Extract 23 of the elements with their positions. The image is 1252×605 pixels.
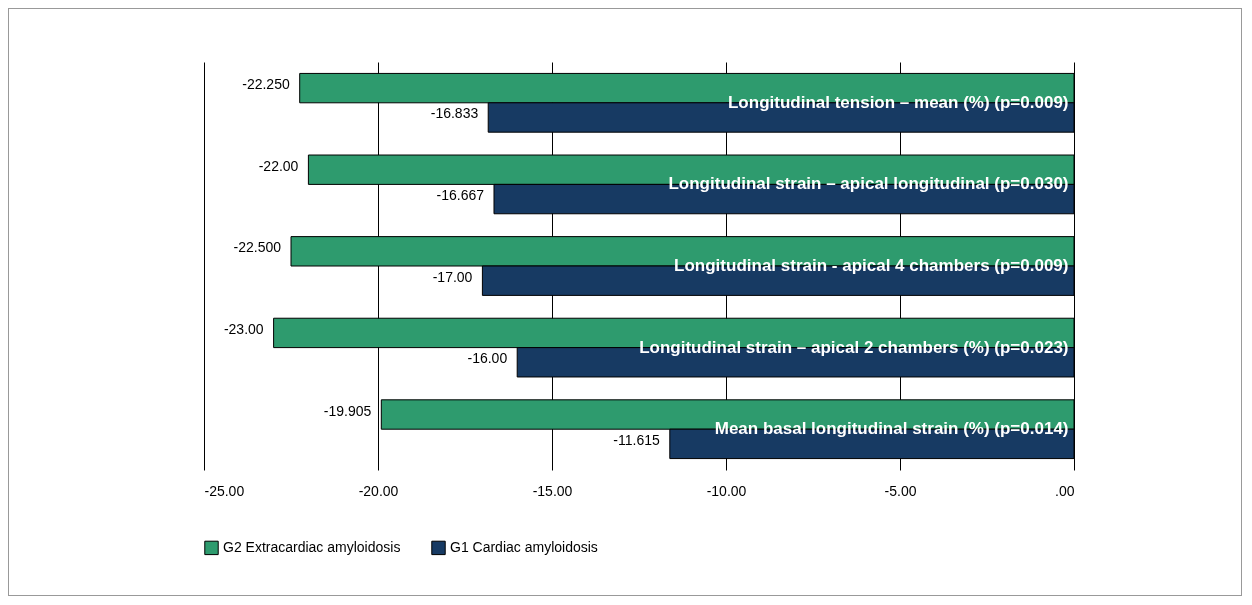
x-tick-label: -10.00 bbox=[706, 482, 747, 499]
data-label: -16.00 bbox=[467, 350, 508, 367]
x-tick-label: -25.00 bbox=[204, 482, 245, 499]
x-tick-label: -15.00 bbox=[532, 482, 573, 499]
data-label: -22.500 bbox=[233, 239, 282, 256]
y-tick-label: Longitudinal tension – mean (%) (p=0.009) bbox=[727, 92, 1069, 112]
legend-label: G1 Cardiac amyloidosis bbox=[450, 538, 598, 555]
data-label: -22.00 bbox=[258, 157, 299, 174]
legend-label: G2 Extracardiac amyloidosis bbox=[223, 538, 401, 555]
y-tick-label: Longitudinal strain - apical 4 chambers (p=0.009) bbox=[674, 256, 1069, 275]
data-label: -19.905 bbox=[323, 402, 372, 419]
data-label: -16.667 bbox=[436, 187, 485, 204]
x-tick-label: -5.00 bbox=[884, 482, 917, 499]
data-label: -16.833 bbox=[430, 105, 479, 122]
y-tick-label: Longitudinal strain – apical longitudinal (p=0.030) bbox=[668, 174, 1069, 194]
data-label: -23.00 bbox=[223, 320, 264, 337]
data-label: -11.615 bbox=[613, 431, 660, 448]
data-label: -22.250 bbox=[242, 76, 290, 93]
y-tick-label: Mean basal longitudinal strain (%) (p=0.014) bbox=[714, 419, 1069, 439]
x-tick-label: -20.00 bbox=[358, 482, 399, 499]
y-tick-label: Longitudinal strain – apical 2 chambers (%) (p=0.023) bbox=[639, 337, 1069, 357]
data-label: -17.00 bbox=[432, 268, 473, 285]
x-tick-label: .00 bbox=[1055, 482, 1075, 499]
